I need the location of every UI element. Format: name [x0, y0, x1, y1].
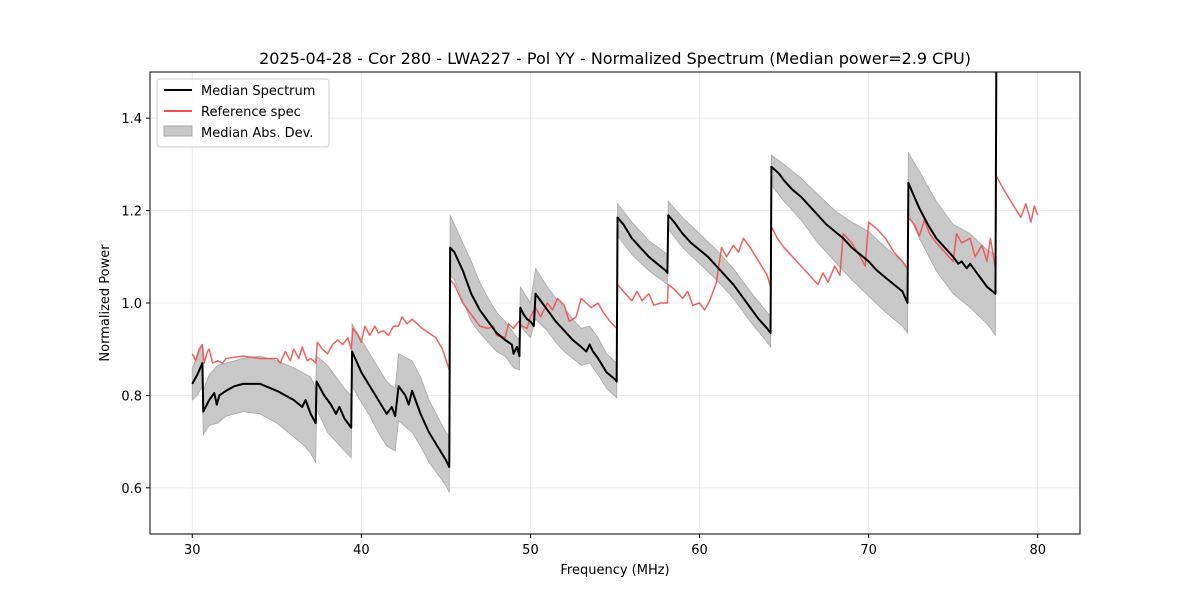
y-tick-label-1: 0.8	[121, 389, 142, 404]
series-layer	[191, 72, 1039, 469]
legend: Median Spectrum Reference spec Median Ab…	[156, 78, 330, 148]
x-tick-label-2: 50	[522, 543, 539, 558]
y-tick-label-3: 1.2	[121, 205, 142, 220]
mad-band	[191, 151, 996, 493]
x-tick-label-5: 80	[1029, 543, 1046, 558]
chart-title: 2025-04-28 - Cor 280 - LWA227 - Pol YY -…	[259, 49, 971, 68]
legend-frame	[156, 78, 330, 148]
x-tick-label-4: 70	[860, 543, 877, 558]
mad-band-layer	[191, 151, 996, 493]
legend-swatch-mad	[163, 125, 193, 137]
x-tick-label-0: 30	[184, 543, 201, 558]
x-tick-label-3: 60	[691, 543, 708, 558]
legend-label-reference: Reference spec	[201, 105, 301, 120]
legend-label-median: Median Spectrum	[201, 84, 315, 99]
y-tick-label-0: 0.6	[121, 482, 142, 497]
x-axis-label: Frequency (MHz)	[560, 563, 669, 578]
y-axis-label: Normalized Power	[98, 244, 113, 362]
legend-label-mad: Median Abs. Dev.	[201, 126, 313, 141]
reference-spectrum-line	[191, 175, 1039, 371]
median-spectrum-line	[191, 72, 998, 469]
x-tick-label-1: 40	[353, 543, 370, 558]
ticks-layer: 30 40 50 60 70 80 0.6 0.8 1.0 1.2 1.4	[121, 112, 1046, 558]
y-tick-label-4: 1.4	[121, 112, 142, 127]
y-tick-label-2: 1.0	[121, 297, 142, 312]
